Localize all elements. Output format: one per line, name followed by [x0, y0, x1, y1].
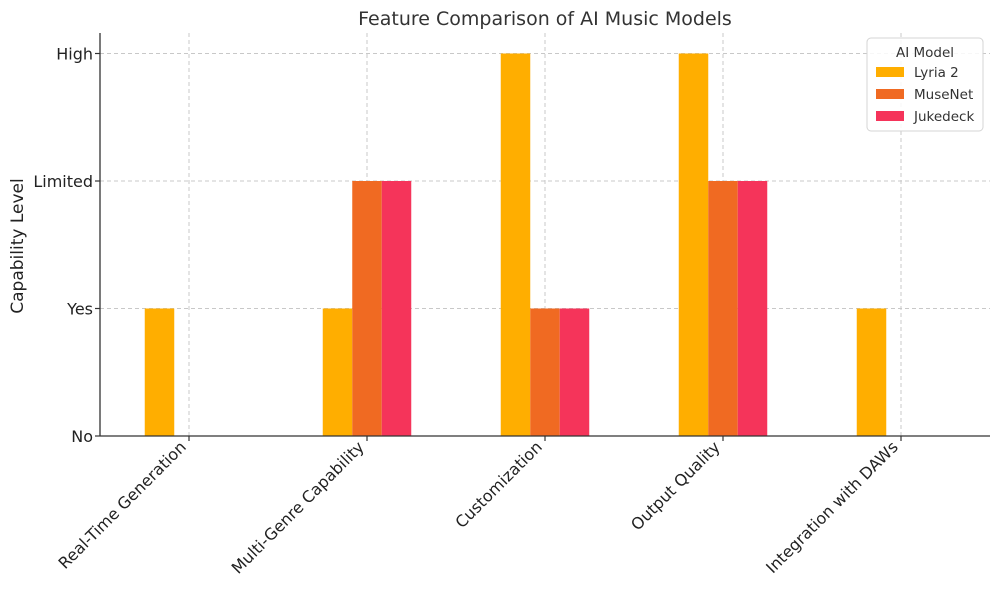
bar-lyria-2-1	[144, 308, 175, 436]
bar-lyria-2-4	[678, 53, 709, 436]
bar-jukedeck-3	[559, 308, 590, 436]
legend: AI Model Lyria 2 MuseNet Jukedeck	[866, 37, 984, 132]
bar-musenet-4	[708, 181, 738, 436]
legend-swatch	[876, 67, 904, 77]
legend-entry-label: Jukedeck	[913, 109, 974, 125]
bar-lyria-2-2	[322, 308, 353, 436]
legend-entry-label: MuseNet	[914, 87, 973, 103]
x-tick-label: Real-Time Generation	[55, 437, 190, 572]
legend-title: AI Model	[896, 45, 954, 61]
x-tick-label: Output Quality	[627, 437, 724, 534]
x-tick-label: Integration with DAWs	[762, 437, 902, 577]
axes	[95, 33, 990, 441]
x-tick-label: Customization	[451, 437, 545, 531]
legend-box	[866, 37, 984, 132]
y-axis-label: Capability Level	[8, 178, 28, 313]
y-tick-label: Limited	[33, 172, 93, 191]
chart-title: Feature Comparison of AI Music Models	[358, 8, 732, 30]
y-tick-label: High	[56, 45, 93, 64]
bars	[144, 53, 887, 436]
bar-musenet-3	[530, 308, 560, 436]
bar-lyria-2-3	[500, 53, 531, 436]
legend-swatch	[876, 111, 904, 121]
y-tick-label: Yes	[66, 300, 93, 319]
legend-entry-label: Lyria 2	[914, 65, 959, 81]
y-tick-label: No	[71, 427, 93, 446]
bar-jukedeck-4	[737, 181, 768, 436]
x-tick-label: Multi-Genre Capability	[228, 437, 368, 577]
bar-jukedeck-2	[381, 181, 412, 436]
legend-swatch	[876, 89, 904, 99]
bar-lyria-2-5	[856, 308, 887, 436]
bar-musenet-2	[352, 181, 382, 436]
